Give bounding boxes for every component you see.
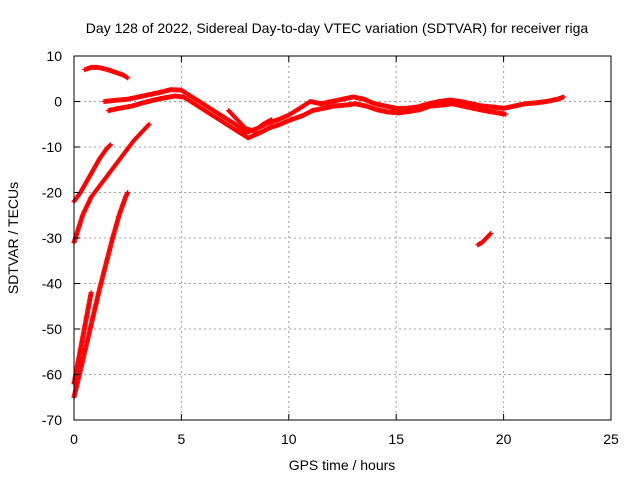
x-axis-label: GPS time / hours [289,457,396,473]
data-point [107,142,113,148]
y-tick-label: -50 [42,321,62,337]
y-axis-ticks: -70 -60 -50 -40 -30 -20 -10 0 10 [42,48,611,428]
y-tick-label: -20 [42,185,62,201]
y-tick-label: -30 [42,230,62,246]
data-point [125,190,131,195]
chart-title: Day 128 of 2022, Sidereal Day-to-day VTE… [86,20,589,36]
x-tick-label: 15 [388,431,404,447]
series-descending-line-c [71,190,131,400]
y-tick-label: -40 [42,276,62,292]
data-point [269,117,275,123]
y-tick-label: -60 [42,367,62,383]
y-tick-label: 0 [54,94,62,110]
x-tick-label: 10 [281,431,297,447]
series-side-branch [226,108,275,134]
y-axis-label: SDTVAR / TECUs [5,182,21,294]
data-point [487,231,493,237]
x-tick-label: 20 [496,431,512,447]
data-point [488,230,494,236]
data-point [146,121,152,127]
series-top-left-arc [82,64,131,81]
y-tick-label: 10 [46,48,62,64]
grid-lines [74,56,611,420]
data-point [561,94,567,100]
y-tick-label: -70 [42,412,62,428]
y-tick-label: -10 [42,139,62,155]
data-point [145,122,151,128]
series-right-fragment [475,230,494,248]
x-tick-label: 0 [70,431,78,447]
x-tick-label: 5 [178,431,186,447]
series-main-arc-lower [105,93,509,141]
data-point [503,111,509,117]
x-axis-ticks: 0 5 10 15 20 25 [70,56,619,447]
data-point [125,75,131,81]
data-point [108,142,114,148]
data-points [71,64,567,400]
data-point [88,290,94,296]
x-tick-label: 25 [603,431,619,447]
